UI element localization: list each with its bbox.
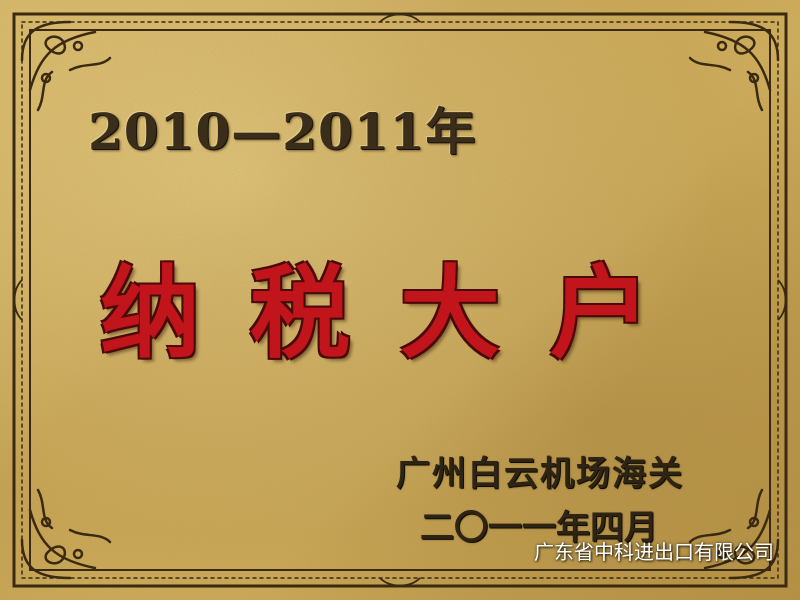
corner-ornament-bottom-left xyxy=(20,488,112,580)
corner-ornament-bottom-right xyxy=(688,488,780,580)
issuing-authority: 广州白云机场海关 xyxy=(396,454,684,494)
company-watermark: 广东省中科进出口有限公司 xyxy=(534,540,774,564)
award-title: 纳税大户 xyxy=(100,254,700,372)
year-heading: 2010—2011年 xyxy=(88,102,477,161)
issue-date: 二〇一一年四月 xyxy=(420,508,658,548)
edge-flourishes xyxy=(13,13,787,587)
corner-ornament-top-left xyxy=(20,20,112,112)
corner-ornament-top-right xyxy=(688,20,780,112)
